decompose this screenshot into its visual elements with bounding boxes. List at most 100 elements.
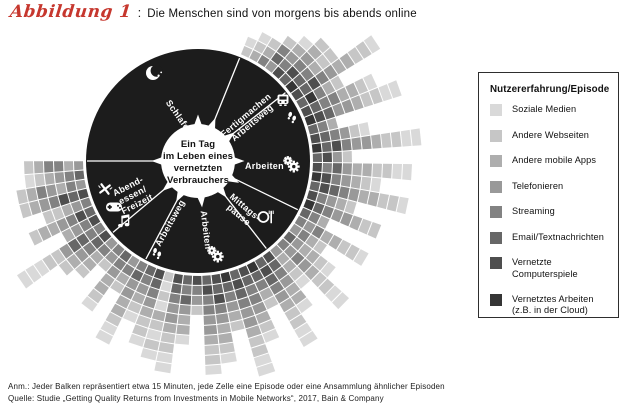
center-spike — [176, 189, 186, 203]
bar-cell — [312, 202, 325, 215]
bar-cell — [34, 161, 44, 174]
tram-icon — [277, 94, 289, 106]
bar-cell — [36, 186, 48, 200]
bar-cell — [238, 265, 250, 278]
bar-cell — [331, 174, 342, 186]
bar-cell — [87, 288, 104, 304]
episode-bar — [270, 245, 311, 289]
episode-bar — [98, 243, 125, 272]
bar-cell — [81, 296, 98, 312]
bar-cell — [257, 54, 270, 68]
bar-cell — [19, 202, 32, 219]
bar-cell — [24, 161, 34, 175]
bar-cell — [146, 328, 162, 341]
bar-cell — [16, 189, 28, 205]
center-spike — [196, 195, 206, 208]
episode-bar — [110, 255, 140, 294]
bar-cell — [284, 245, 298, 259]
bar-cell — [64, 161, 74, 171]
bar-cell — [371, 134, 382, 149]
bar-cell — [116, 272, 130, 286]
footnote-source: Quelle: Studie „Getting Quality Returns … — [8, 393, 384, 403]
episode-bar — [24, 161, 84, 175]
episode-bar — [238, 265, 280, 343]
center-spike — [193, 114, 203, 127]
bar-cell — [220, 352, 237, 364]
bar-cell — [110, 303, 126, 318]
bar-cell — [248, 334, 265, 348]
bar-cell — [74, 170, 85, 181]
episode-bar — [246, 261, 279, 310]
bar-cell — [144, 264, 157, 277]
bar-cell — [262, 251, 276, 264]
bar-cell — [308, 61, 323, 76]
bar-cell — [157, 290, 170, 302]
bar-cell — [55, 182, 67, 195]
episode-bar — [311, 128, 422, 153]
episode-bar — [262, 251, 313, 314]
legend-item-7: Vernetzte Computerspiele — [490, 257, 608, 280]
episode-bar — [265, 35, 297, 73]
bar-cell — [370, 177, 382, 193]
legend-items: Soziale Medien Andere Webseiten Andere mob… — [490, 104, 608, 317]
center-circle — [161, 124, 235, 198]
bar-cell — [315, 70, 329, 85]
bar-cell — [285, 282, 301, 297]
bar-cell — [105, 251, 119, 265]
bar-cell — [289, 266, 304, 281]
bar-cell — [300, 51, 315, 67]
segment-divider-line — [212, 57, 241, 124]
bar-cell — [322, 152, 332, 163]
legend-item-4: Telefonieren — [490, 180, 608, 193]
episode-bar — [140, 271, 174, 361]
bar-cell — [65, 214, 78, 227]
bar-cell — [321, 205, 334, 219]
bar-cell — [331, 140, 342, 152]
bar-cell — [363, 35, 381, 54]
bar-cell — [345, 82, 359, 98]
bar-cell — [220, 271, 232, 283]
bar-cell — [279, 73, 292, 86]
episode-bar — [309, 181, 409, 215]
figure-colon: : — [137, 5, 142, 20]
episode-bar — [16, 179, 87, 205]
center-spike — [232, 156, 245, 166]
utensils-icon — [98, 183, 113, 195]
episode-bar — [229, 269, 276, 377]
bar-cell — [282, 259, 297, 274]
bar-cell — [262, 329, 280, 343]
bar-cell — [354, 78, 368, 95]
bar-cell — [347, 47, 364, 64]
legend-box: Nutzererfahrung/Episode Soziale Medien An… — [478, 72, 619, 318]
bar-cell — [154, 300, 168, 312]
bar-cell — [312, 153, 322, 162]
episode-bar — [24, 170, 85, 188]
legend-item-label: Streaming — [512, 206, 555, 216]
bar-cell — [260, 264, 273, 278]
bar-cell — [203, 305, 215, 315]
bar-cell — [350, 175, 362, 189]
bar-cell — [38, 198, 51, 212]
bar-cell — [172, 273, 183, 284]
bar-cell — [176, 324, 190, 335]
bar-cell — [17, 270, 34, 289]
bar-cell — [56, 217, 70, 232]
bar-cell — [58, 193, 70, 206]
radial-day-chart: Ein Tag im Leben eines vernetzten Verbra… — [0, 30, 475, 382]
bar-cell — [191, 295, 203, 305]
bar-cell — [135, 315, 151, 328]
bar-cell — [105, 237, 118, 250]
legend-swatch — [490, 155, 502, 167]
bar-cell — [348, 188, 360, 202]
bar-cell — [382, 163, 392, 179]
bar-cell — [311, 172, 322, 182]
bar-cell — [323, 106, 335, 120]
bar-cell — [294, 215, 307, 228]
bar-cell — [305, 234, 319, 249]
bar-cell — [291, 237, 304, 251]
bar-cell — [350, 95, 364, 111]
bar-cell — [139, 305, 154, 319]
bar-cell — [192, 285, 202, 295]
bar-cell — [286, 66, 300, 80]
bar-cell — [146, 287, 160, 299]
